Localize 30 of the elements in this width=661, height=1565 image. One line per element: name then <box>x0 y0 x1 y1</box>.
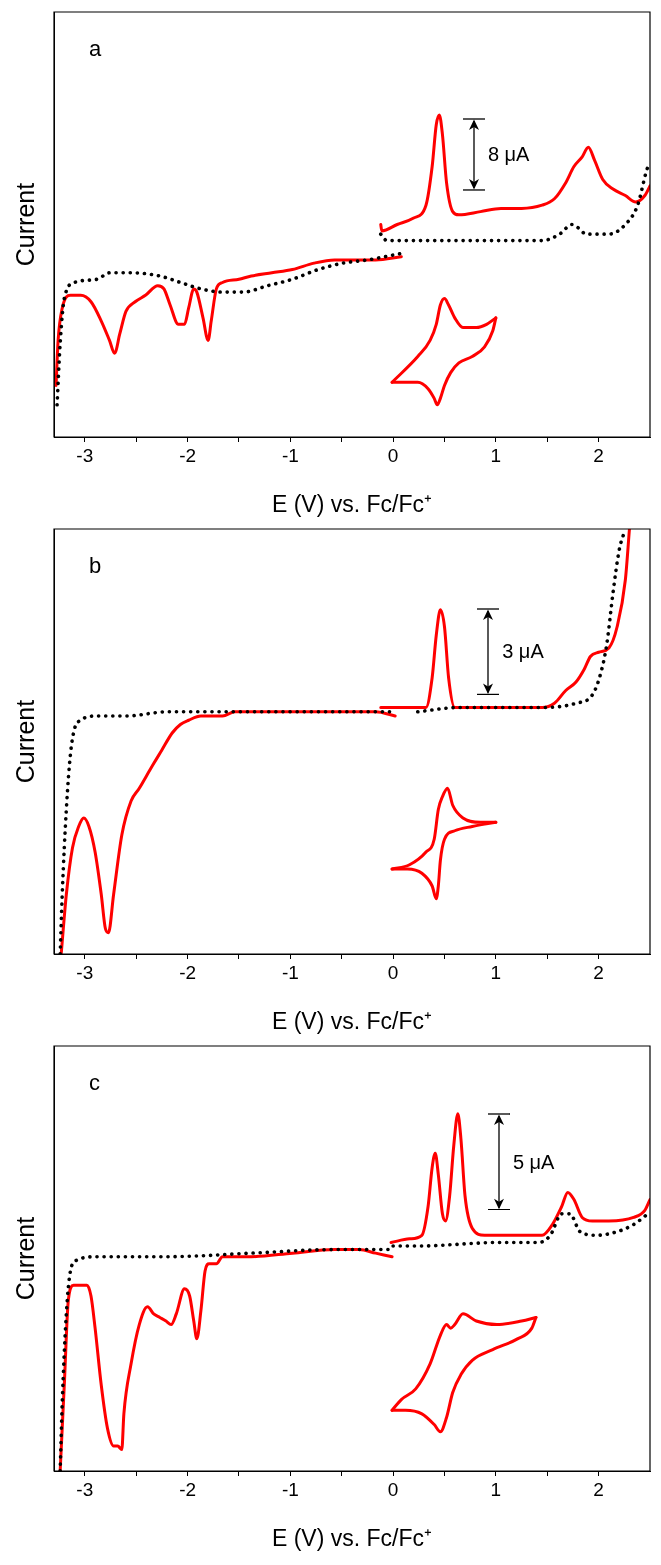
x-tick-label: 2 <box>593 1478 604 1500</box>
x-tick-label: 2 <box>593 961 604 983</box>
x-axis-title: E (V) vs. Fc/Fc⁺ <box>271 490 433 517</box>
text: b <box>89 553 102 579</box>
y-axis-title: Current <box>10 699 39 784</box>
y-axis-title: Current <box>10 182 39 267</box>
x-tick-label: -2 <box>179 444 197 466</box>
x-axis-title: E (V) vs. Fc/Fc⁺ <box>271 1524 433 1551</box>
x-tick-label: -2 <box>179 961 197 983</box>
x-tick-label: 0 <box>387 444 399 466</box>
x-tick-label: 0 <box>387 1478 399 1500</box>
x-tick-label: -1 <box>281 1478 299 1500</box>
annotation: 3 μA <box>502 639 544 664</box>
x-tick-label: 0 <box>387 961 399 983</box>
x-tick-label: -1 <box>281 961 299 983</box>
x-tick-label: 1 <box>490 444 502 466</box>
x-tick-label: -3 <box>76 1478 94 1500</box>
x-tick-label: 1 <box>490 961 502 983</box>
x-tick-label: -2 <box>179 1478 197 1500</box>
x-tick-label: -3 <box>76 961 94 983</box>
x-axis-title: E (V) vs. Fc/Fc⁺ <box>271 1007 433 1034</box>
annotation: 8 μA <box>487 142 530 167</box>
x-tick-label: -1 <box>281 444 299 466</box>
x-tick-label: 1 <box>490 1478 502 1500</box>
x-tick-label: 2 <box>593 444 604 466</box>
chart-title: a <box>89 36 102 62</box>
chart-title: c <box>89 1070 100 1096</box>
x-tick-label: -3 <box>76 444 94 466</box>
annotation: 5 μA <box>512 1149 555 1174</box>
y-axis-title: Current <box>10 1216 39 1301</box>
